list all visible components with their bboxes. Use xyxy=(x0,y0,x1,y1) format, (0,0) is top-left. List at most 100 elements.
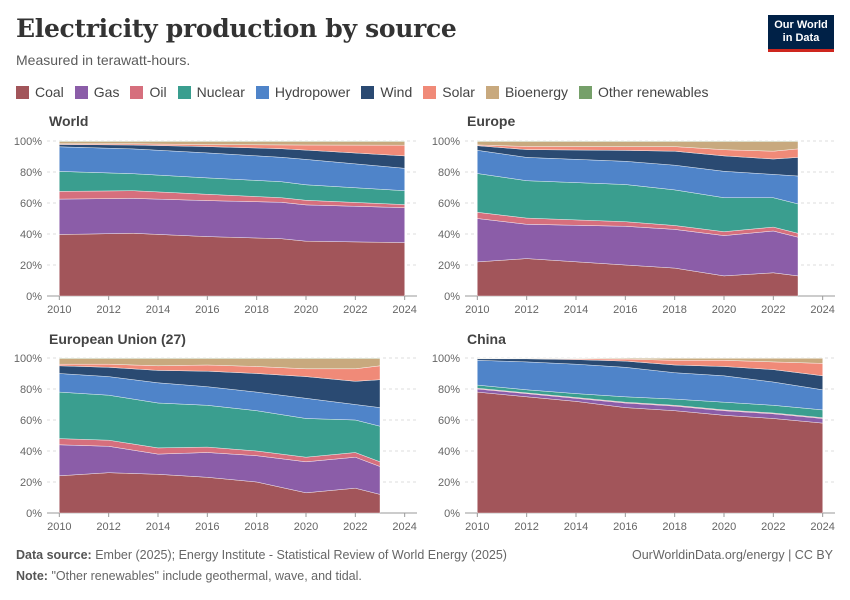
note-label: Note: xyxy=(16,569,48,583)
legend-item-solar[interactable]: Solar xyxy=(423,84,475,100)
x-tick-label: 2022 xyxy=(343,304,367,316)
x-tick-label: 2012 xyxy=(514,304,538,316)
x-tick-label: 2018 xyxy=(662,521,686,533)
legend-swatch xyxy=(16,85,29,99)
logo-line-1: Our World xyxy=(774,19,828,31)
y-tick-label: 60% xyxy=(20,198,42,210)
x-tick-label: 2022 xyxy=(761,521,785,533)
y-tick-label: 40% xyxy=(438,229,460,241)
y-tick-label: 80% xyxy=(438,167,460,179)
legend-item-other-renewables[interactable]: Other renewables xyxy=(578,84,709,100)
legend-label: Wind xyxy=(380,84,413,100)
y-tick-label: 20% xyxy=(438,477,460,489)
x-tick-label: 2010 xyxy=(47,521,71,533)
x-tick-label: 2020 xyxy=(712,521,736,533)
legend-swatch xyxy=(74,85,88,99)
x-tick-label: 2020 xyxy=(712,304,736,316)
x-tick-label: 2014 xyxy=(146,304,170,316)
legend-item-hydropower[interactable]: Hydropower xyxy=(255,84,351,100)
x-tick-label: 2010 xyxy=(465,304,489,316)
legend-item-gas[interactable]: Gas xyxy=(74,84,119,100)
panel-title-world: World xyxy=(49,113,89,129)
legend-item-wind[interactable]: Wind xyxy=(361,84,412,100)
y-tick-label: 0% xyxy=(444,291,460,303)
legend-label: Other renewables xyxy=(597,84,709,100)
area-other-renewables[interactable] xyxy=(59,140,405,142)
area-chart-china[interactable]: 0% 20% 40% 60% 80% 100% 2010 2012 2014 2016 2018 20… xyxy=(432,353,835,533)
y-tick-label: 20% xyxy=(20,260,42,272)
y-tick-label: 60% xyxy=(438,415,460,427)
area-coal[interactable] xyxy=(59,233,405,297)
panel-title-europe: Europe xyxy=(467,113,516,129)
chart-note: Note: "Other renewables" include geother… xyxy=(16,569,362,583)
x-tick-label: 2016 xyxy=(195,304,219,316)
y-tick-label: 20% xyxy=(438,260,460,272)
x-tick-label: 2014 xyxy=(146,521,170,533)
source-label: Data source: xyxy=(16,548,92,562)
y-tick-label: 100% xyxy=(14,136,42,148)
legend-item-oil[interactable]: Oil xyxy=(130,84,167,100)
y-tick-label: 40% xyxy=(20,446,42,458)
legend-swatch xyxy=(485,85,499,99)
x-tick-label: 2022 xyxy=(343,521,367,533)
y-tick-label: 60% xyxy=(438,198,460,210)
area-chart-world[interactable]: 0% 20% 40% 60% 80% 100% 2010 2012 2014 2016 2018 20… xyxy=(14,136,417,316)
legend-label: Solar xyxy=(442,84,475,100)
area-chart-european-union-27[interactable]: 0% 20% 40% 60% 80% 100% 2010 2012 2014 2016 2018 20… xyxy=(14,353,417,533)
y-tick-label: 100% xyxy=(14,353,42,365)
legend-swatch xyxy=(578,85,592,99)
source-text[interactable]: Ember (2025); Energy Institute - Statist… xyxy=(95,548,507,562)
x-tick-label: 2024 xyxy=(810,304,834,316)
data-source: Data source: Ember (2025); Energy Instit… xyxy=(16,548,507,562)
panel-title-china: China xyxy=(467,331,506,347)
y-tick-label: 40% xyxy=(438,446,460,458)
x-tick-label: 2012 xyxy=(96,304,120,316)
legend-label: Hydropower xyxy=(274,84,351,100)
legend-label: Oil xyxy=(149,84,167,100)
y-tick-label: 60% xyxy=(20,415,42,427)
x-tick-label: 2012 xyxy=(96,521,120,533)
legend-swatch xyxy=(255,85,269,99)
x-tick-label: 2024 xyxy=(392,304,416,316)
y-tick-label: 20% xyxy=(20,477,42,489)
legend-item-bioenergy[interactable]: Bioenergy xyxy=(485,84,568,100)
legend-item-coal[interactable]: Coal xyxy=(16,84,64,100)
x-tick-label: 2012 xyxy=(514,521,538,533)
legend-label: Bioenergy xyxy=(504,84,568,100)
note-text: "Other renewables" include geothermal, w… xyxy=(51,569,362,583)
legend-swatch xyxy=(177,85,191,99)
x-tick-label: 2024 xyxy=(392,521,416,533)
x-tick-label: 2016 xyxy=(613,521,637,533)
legend-swatch xyxy=(130,85,144,99)
y-tick-label: 80% xyxy=(20,167,42,179)
y-tick-label: 0% xyxy=(26,508,42,520)
y-tick-label: 0% xyxy=(444,508,460,520)
x-tick-label: 2014 xyxy=(564,304,588,316)
y-tick-label: 40% xyxy=(20,229,42,241)
x-tick-label: 2010 xyxy=(47,304,71,316)
area-other-renewables[interactable] xyxy=(477,140,799,142)
area-other-renewables[interactable] xyxy=(59,357,381,359)
panel-title-european-union-27: European Union (27) xyxy=(49,331,186,347)
legend-swatch xyxy=(423,85,437,99)
x-tick-label: 2018 xyxy=(662,304,686,316)
x-tick-label: 2024 xyxy=(810,521,834,533)
x-tick-label: 2020 xyxy=(294,521,318,533)
x-tick-label: 2018 xyxy=(244,304,268,316)
legend-item-nuclear[interactable]: Nuclear xyxy=(177,84,245,100)
legend-label: Nuclear xyxy=(196,84,245,100)
x-tick-label: 2010 xyxy=(465,521,489,533)
logo-line-2: in Data xyxy=(782,32,820,44)
y-tick-label: 80% xyxy=(20,384,42,396)
area-chart-europe[interactable]: 0% 20% 40% 60% 80% 100% 2010 2012 2014 2016 2018 20… xyxy=(432,136,835,316)
legend-swatch xyxy=(361,85,375,99)
y-tick-label: 100% xyxy=(432,353,460,365)
x-tick-label: 2018 xyxy=(244,521,268,533)
legend-label: Coal xyxy=(35,84,64,100)
y-tick-label: 0% xyxy=(26,291,42,303)
x-tick-label: 2014 xyxy=(564,521,588,533)
owid-logo[interactable]: Our World in Data xyxy=(768,15,834,52)
x-tick-label: 2020 xyxy=(294,304,318,316)
credit-link[interactable]: OurWorldinData.org/energy | CC BY xyxy=(631,548,833,562)
x-tick-label: 2022 xyxy=(761,304,785,316)
